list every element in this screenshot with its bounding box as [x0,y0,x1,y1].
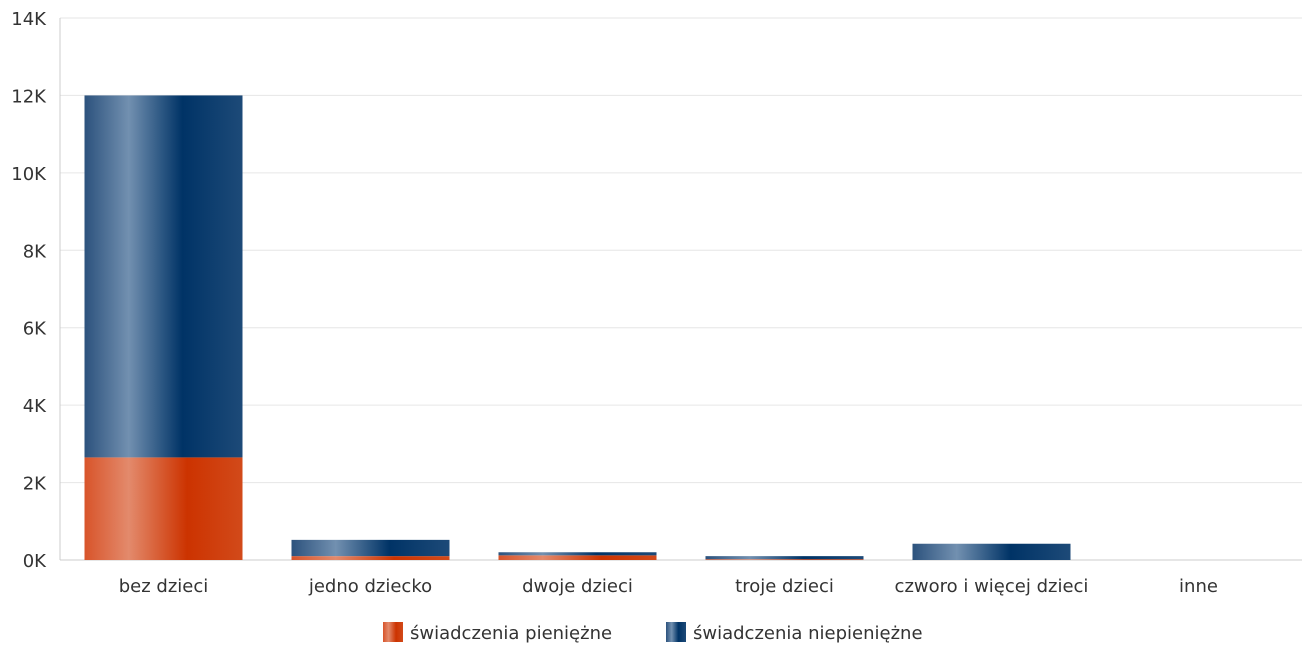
x-category-label: dwoje dzieci [522,576,633,597]
y-tick-label: 6K [23,319,47,340]
gridlines [60,17,1302,484]
bar-niepieniezne-1[interactable] [291,539,450,557]
y-tick-label: 2K [23,474,47,495]
bar-pieniezne-0[interactable] [84,457,243,560]
x-axis-categories: bez dzieci jedno dziecko dwoje dzieci troje… [119,576,1218,597]
bar-niepieniezne-0[interactable] [84,95,243,458]
y-tick-label: 14K [11,9,47,30]
y-tick-label: 4K [23,396,47,417]
legend-item-1[interactable]: świadczenia niepieniężne [666,622,923,644]
y-tick-label: 12K [11,86,47,107]
bar-niepieniezne-3[interactable] [705,556,864,560]
x-category-label: inne [1179,576,1218,597]
legend: świadczenia pieniężne świadczenia niepien… [383,622,923,644]
x-category-label: jedno dziecko [308,576,432,597]
x-category-label: bez dzieci [119,576,209,597]
y-tick-label: 0K [23,551,47,572]
bars [84,95,1071,560]
bar-pieniezne-3[interactable] [705,559,864,560]
x-category-label: czworo i więcej dzieci [895,576,1089,597]
bar-pieniezne-1[interactable] [291,556,450,560]
legend-label: świadczenia pieniężne [410,623,612,644]
bar-niepieniezne-4[interactable] [912,543,1071,560]
legend-swatch [666,622,686,642]
axes [59,18,1302,561]
bar-niepieniezne-2[interactable] [498,552,657,556]
bar-pieniezne-2[interactable] [498,555,657,560]
y-tick-label: 10K [11,164,47,185]
x-category-label: troje dzieci [735,576,834,597]
legend-label: świadczenia niepieniężne [693,623,923,644]
y-tick-label: 8K [23,241,47,262]
y-axis-ticks: 0K 2K 4K 6K 8K 10K 12K 14K [11,9,47,572]
legend-item-0[interactable]: świadczenia pieniężne [383,622,612,644]
legend-swatch [383,622,403,642]
